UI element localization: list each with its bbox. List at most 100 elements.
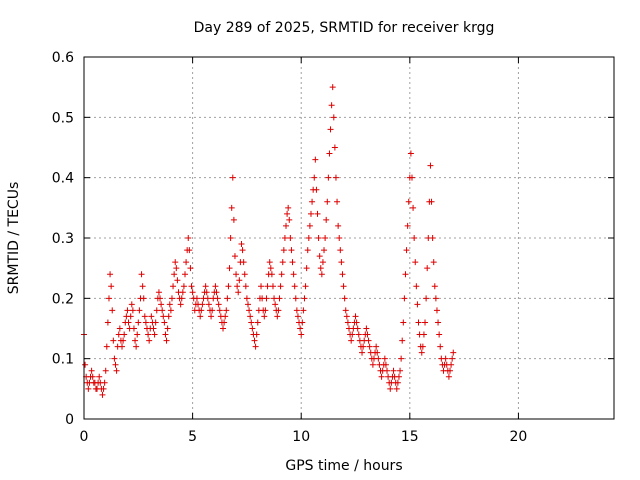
data-point (326, 150, 333, 157)
y-tick-label: 0.3 (52, 231, 74, 247)
data-point (331, 144, 338, 151)
data-point (139, 283, 146, 290)
data-point (307, 210, 314, 217)
data-point (125, 319, 132, 326)
data-point (395, 373, 402, 380)
data-point (407, 150, 414, 157)
data-point (301, 295, 308, 302)
x-tick-label: 5 (188, 429, 197, 445)
data-point (448, 361, 455, 368)
x-tick-label: 20 (510, 429, 528, 445)
data-point (240, 259, 247, 266)
axes: 0 0.1 0.2 0.3 0.4 0.5 0.6 0 5 10 15 20 (52, 50, 614, 445)
data-point (162, 331, 169, 338)
data-point (275, 307, 282, 314)
data-point (364, 331, 371, 338)
data-point (119, 343, 126, 350)
data-point (241, 271, 248, 278)
data-point (186, 247, 193, 254)
data-point (336, 235, 343, 241)
data-point (148, 313, 155, 320)
data-point (424, 265, 431, 272)
data-points (81, 84, 457, 398)
data-point (163, 337, 170, 344)
x-axis-label: GPS time / hours (285, 458, 402, 474)
data-point (302, 283, 309, 290)
data-point (352, 313, 359, 320)
data-point (328, 102, 335, 109)
data-point (141, 313, 148, 320)
data-point (115, 331, 122, 338)
data-point (110, 337, 117, 344)
data-point (415, 319, 422, 326)
data-point (160, 313, 167, 320)
grid-lines (84, 57, 614, 419)
data-point (314, 210, 321, 217)
data-point (221, 319, 228, 326)
data-point (363, 325, 370, 332)
data-point (321, 247, 328, 254)
data-point (278, 271, 285, 278)
data-point (436, 331, 443, 338)
data-point (130, 325, 137, 332)
data-point (157, 295, 164, 302)
data-point (105, 295, 112, 302)
data-point (159, 307, 166, 314)
data-point (225, 283, 232, 290)
data-point (277, 283, 284, 290)
y-tick-label: 0 (65, 412, 74, 428)
data-point (412, 259, 419, 266)
data-point (251, 337, 258, 344)
data-point (170, 283, 177, 290)
data-point (280, 247, 287, 254)
data-point (233, 271, 240, 278)
x-tick-label: 10 (292, 429, 310, 445)
data-point (401, 295, 408, 302)
data-point (291, 283, 298, 290)
data-point (274, 313, 281, 320)
data-point (208, 313, 215, 320)
data-point (311, 174, 318, 181)
data-point (327, 126, 334, 133)
y-axis-label: SRMTID / TECUs (6, 182, 22, 295)
data-point (330, 114, 337, 121)
data-point (414, 301, 421, 308)
data-point (316, 253, 323, 260)
data-point (423, 295, 430, 302)
data-point (202, 283, 209, 290)
data-point (378, 373, 385, 380)
data-point (332, 174, 339, 181)
data-point (231, 253, 238, 260)
data-point (252, 343, 259, 350)
data-point (276, 295, 283, 302)
data-point (177, 301, 184, 308)
data-point (116, 325, 123, 332)
data-point (142, 319, 149, 326)
data-point (293, 307, 300, 314)
data-point (289, 259, 296, 266)
data-point (243, 295, 250, 302)
data-point (354, 325, 361, 332)
data-point (284, 210, 291, 217)
data-point (121, 331, 128, 338)
data-point (355, 331, 362, 338)
data-point (171, 271, 178, 278)
data-point (359, 349, 366, 356)
data-point (303, 265, 310, 272)
data-point (145, 331, 152, 338)
data-point (381, 355, 388, 362)
data-point (418, 349, 425, 356)
data-point (315, 235, 322, 241)
data-point (226, 265, 233, 272)
data-point (360, 343, 367, 350)
data-point (402, 271, 409, 278)
data-point (318, 271, 325, 278)
data-point (427, 162, 434, 169)
data-point (304, 247, 311, 254)
data-point (430, 259, 437, 266)
data-point (264, 283, 271, 290)
data-point (272, 301, 279, 308)
data-point (230, 216, 237, 223)
data-point (292, 295, 299, 302)
data-point (313, 186, 320, 193)
